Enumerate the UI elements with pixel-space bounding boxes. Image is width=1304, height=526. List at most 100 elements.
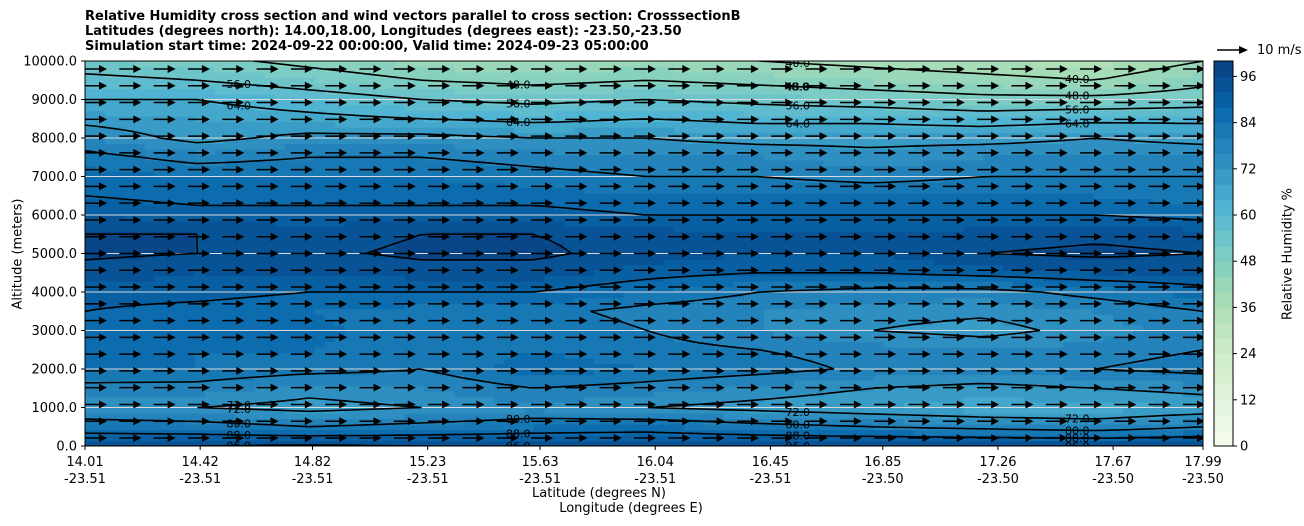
heatmap-cell bbox=[893, 352, 905, 359]
heatmap-cell bbox=[504, 297, 515, 304]
heatmap-cell bbox=[933, 374, 945, 381]
heatmap-cell bbox=[1143, 396, 1154, 403]
heatmap-cell bbox=[1073, 226, 1084, 233]
heatmap-cell bbox=[144, 385, 156, 392]
heatmap-cell bbox=[703, 336, 715, 343]
heatmap-cell bbox=[194, 237, 206, 244]
heatmap-cell bbox=[474, 297, 485, 304]
heatmap-cell bbox=[134, 407, 146, 414]
heatmap-cell bbox=[544, 264, 555, 271]
heatmap-cell bbox=[524, 396, 535, 403]
heatmap-cell bbox=[913, 297, 925, 304]
heatmap-cell bbox=[943, 440, 955, 446]
heatmap-cell bbox=[943, 231, 955, 238]
heatmap-cell bbox=[1153, 358, 1164, 365]
heatmap-cell bbox=[1183, 358, 1194, 365]
heatmap-cell bbox=[174, 259, 186, 266]
heatmap-cell bbox=[304, 281, 316, 288]
heatmap-cell bbox=[274, 435, 286, 442]
heatmap-cell bbox=[514, 385, 525, 392]
heatmap-cell bbox=[274, 259, 286, 266]
heatmap-cell bbox=[514, 396, 525, 403]
heatmap-cell bbox=[1133, 347, 1144, 354]
heatmap-cell bbox=[204, 220, 216, 227]
heatmap-cell bbox=[1123, 209, 1134, 216]
heatmap-cell bbox=[763, 385, 775, 392]
heatmap-cell bbox=[454, 402, 465, 409]
heatmap-cell bbox=[913, 314, 925, 321]
heatmap-cell bbox=[1093, 275, 1104, 282]
heatmap-cell bbox=[424, 220, 435, 227]
heatmap-cell bbox=[354, 380, 366, 387]
heatmap-cell bbox=[484, 352, 495, 359]
heatmap-cell bbox=[823, 303, 835, 310]
heatmap-cell bbox=[963, 363, 975, 370]
heatmap-cell bbox=[963, 253, 975, 260]
heatmap-cell bbox=[723, 204, 735, 211]
heatmap-cell bbox=[394, 396, 406, 403]
heatmap-cell bbox=[923, 325, 935, 332]
heatmap-cell bbox=[284, 242, 296, 249]
heatmap-cell bbox=[214, 319, 226, 326]
heatmap-cell bbox=[813, 303, 825, 310]
heatmap-cell bbox=[304, 264, 316, 271]
heatmap-cell bbox=[414, 303, 425, 310]
heatmap-cell bbox=[713, 226, 725, 233]
heatmap-cell bbox=[464, 204, 475, 211]
heatmap-cell bbox=[673, 231, 685, 238]
heatmap-cell bbox=[1133, 374, 1144, 381]
heatmap-cell bbox=[314, 286, 326, 293]
heatmap-cell bbox=[1073, 231, 1084, 238]
heatmap-cell bbox=[1143, 424, 1154, 431]
heatmap-cell bbox=[683, 374, 695, 381]
heatmap-cell bbox=[903, 330, 915, 337]
heatmap-cell bbox=[1033, 215, 1044, 222]
heatmap-cell bbox=[1043, 253, 1054, 260]
heatmap-cell bbox=[813, 275, 825, 282]
heatmap-cell bbox=[404, 325, 416, 332]
heatmap-cell bbox=[464, 286, 475, 293]
heatmap-cell bbox=[624, 237, 635, 244]
heatmap-cell bbox=[1083, 275, 1094, 282]
heatmap-cell bbox=[1023, 341, 1034, 348]
heatmap-cell bbox=[743, 358, 755, 365]
heatmap-cell bbox=[1023, 308, 1034, 315]
heatmap-cell bbox=[823, 231, 835, 238]
heatmap-cell bbox=[324, 369, 336, 376]
heatmap-cell bbox=[624, 264, 635, 271]
heatmap-cell bbox=[384, 358, 396, 365]
heatmap-cell bbox=[893, 440, 905, 446]
heatmap-cell bbox=[634, 407, 645, 414]
heatmap-cell bbox=[753, 253, 765, 260]
heatmap-cell bbox=[713, 341, 725, 348]
heatmap-cell bbox=[723, 259, 735, 266]
heatmap-cell bbox=[873, 303, 885, 310]
heatmap-cell bbox=[803, 314, 815, 321]
heatmap-cell bbox=[604, 424, 615, 431]
heatmap-cell bbox=[943, 347, 955, 354]
heatmap-cell bbox=[973, 341, 984, 348]
heatmap-cell bbox=[524, 270, 535, 277]
heatmap-cell bbox=[374, 292, 386, 299]
heatmap-cell bbox=[923, 270, 935, 277]
heatmap-cell bbox=[1143, 226, 1154, 233]
heatmap-cell bbox=[963, 281, 975, 288]
heatmap-cell bbox=[494, 374, 505, 381]
heatmap-cell bbox=[783, 248, 795, 255]
heatmap-cell bbox=[723, 325, 735, 332]
heatmap-cell bbox=[374, 286, 386, 293]
heatmap-cell bbox=[973, 396, 984, 403]
heatmap-cell bbox=[374, 281, 386, 288]
heatmap-cell bbox=[653, 292, 665, 299]
heatmap-cell bbox=[763, 231, 775, 238]
heatmap-cell bbox=[644, 220, 655, 227]
heatmap-cell bbox=[833, 215, 845, 222]
heatmap-cell bbox=[763, 352, 775, 359]
heatmap-cell bbox=[1013, 352, 1024, 359]
heatmap-cell bbox=[574, 424, 585, 431]
heatmap-cell bbox=[264, 248, 276, 255]
heatmap-cell bbox=[903, 281, 915, 288]
heatmap-cell bbox=[1143, 407, 1154, 414]
heatmap-cell bbox=[624, 352, 635, 359]
heatmap-cell bbox=[1023, 248, 1034, 255]
